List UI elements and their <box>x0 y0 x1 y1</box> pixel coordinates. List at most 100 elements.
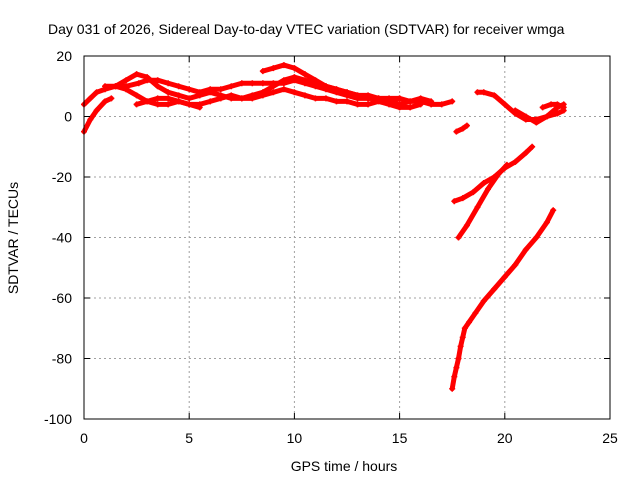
data-point <box>503 161 510 168</box>
data-point <box>154 95 161 102</box>
data-point <box>123 86 130 93</box>
data-point <box>291 74 298 81</box>
series-segment <box>485 171 501 192</box>
data-point <box>270 65 277 72</box>
grid <box>84 56 610 419</box>
data-point <box>396 95 403 102</box>
data-point <box>459 125 466 132</box>
data-point <box>407 104 414 111</box>
data-point <box>312 95 319 102</box>
data-point <box>228 92 235 99</box>
data-point <box>375 95 382 102</box>
series-segment <box>502 262 518 280</box>
data-point <box>438 101 445 108</box>
data-point <box>474 204 481 211</box>
series-track-a <box>81 95 115 135</box>
data-point <box>102 98 109 105</box>
data-point <box>417 95 424 102</box>
data-point <box>453 128 460 135</box>
data-point <box>87 116 94 123</box>
y-tick-label: -60 <box>52 290 72 306</box>
data-point <box>491 92 498 99</box>
series-segment <box>512 247 529 268</box>
data-point <box>301 92 308 99</box>
data-point <box>354 92 361 99</box>
x-tick-label: 25 <box>602 430 618 446</box>
series-segment <box>523 144 535 156</box>
data-point <box>533 234 540 241</box>
data-point <box>461 325 468 332</box>
data-point <box>165 89 172 96</box>
data-point <box>459 334 466 341</box>
data-point <box>186 101 193 108</box>
data-point <box>533 119 540 126</box>
data-point <box>459 195 466 202</box>
data-point <box>512 107 519 114</box>
series-segment <box>481 286 497 304</box>
series-track-m <box>449 207 557 392</box>
data-point <box>291 89 298 96</box>
data-point <box>238 95 245 102</box>
y-tick-label: -20 <box>52 169 72 185</box>
data-point <box>333 98 340 105</box>
data-point <box>365 92 372 99</box>
data-point <box>480 89 487 96</box>
data-point <box>550 207 557 214</box>
data-point <box>259 68 266 75</box>
data-point <box>207 98 214 105</box>
series-track-f <box>259 62 403 105</box>
data-point <box>480 180 487 187</box>
data-point <box>484 186 491 193</box>
x-tick-label: 15 <box>392 430 408 446</box>
data-point <box>472 310 479 317</box>
series-track-l <box>455 161 510 241</box>
y-axis-label: SDTVAR / TECUs <box>5 182 21 294</box>
data-point <box>457 343 464 350</box>
series-segment <box>464 204 480 228</box>
data-point <box>270 83 277 90</box>
data-point <box>175 98 182 105</box>
data-point <box>322 95 329 102</box>
data-point <box>144 98 151 105</box>
data-point <box>259 92 266 99</box>
axis-ticks: 0 5 10 15 20 25 20 0 -20 -40 -60 -80 -100 <box>44 48 618 446</box>
data-point <box>280 77 287 84</box>
data-point <box>501 273 508 280</box>
data-point <box>291 65 298 72</box>
data-point <box>451 198 458 205</box>
series-track-e <box>102 83 203 111</box>
data-point <box>522 113 529 120</box>
data-point <box>344 98 350 105</box>
data-point <box>228 83 235 90</box>
data-point <box>123 77 130 84</box>
data-point <box>133 92 140 99</box>
data-point <box>522 149 529 156</box>
data-point <box>133 101 140 108</box>
data-point <box>249 95 256 102</box>
series-track-j <box>539 101 567 111</box>
data-point <box>560 104 567 111</box>
data-point <box>217 86 224 93</box>
data-point <box>165 95 172 102</box>
data-point <box>175 92 182 99</box>
data-point <box>417 101 424 108</box>
data-point <box>270 89 277 96</box>
data-point <box>463 122 470 129</box>
data-point <box>154 83 161 90</box>
data-point <box>154 101 161 108</box>
data-point <box>495 170 502 177</box>
chart-title: Day 031 of 2026, Sidereal Day-to-day VTE… <box>48 21 565 37</box>
data-point <box>259 80 266 87</box>
series-segment <box>474 186 491 210</box>
y-tick-label: -100 <box>44 411 72 427</box>
data-point <box>102 83 109 90</box>
data-point <box>455 355 462 362</box>
data-point <box>238 80 245 87</box>
y-tick-label: -40 <box>52 230 72 246</box>
x-tick-label: 20 <box>497 430 513 446</box>
series-segment <box>544 207 556 225</box>
data-point <box>217 95 224 102</box>
data-point <box>301 71 308 78</box>
data-point <box>491 285 498 292</box>
